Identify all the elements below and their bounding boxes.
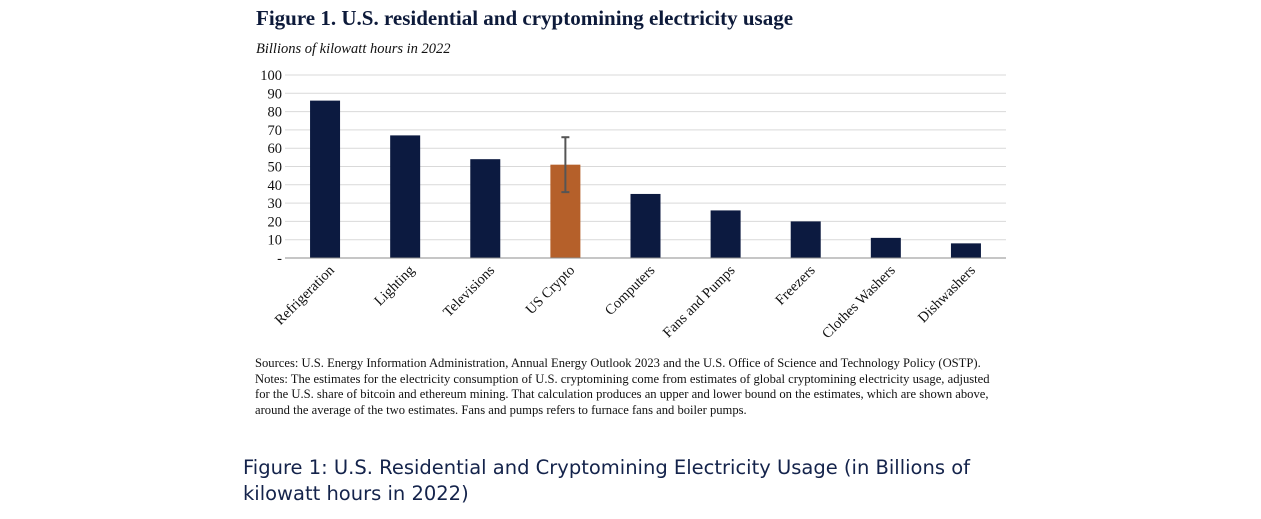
y-tick-label: 90: [268, 86, 283, 102]
y-tick-label: 10: [268, 233, 283, 249]
x-axis-labels: Refrigeration Lighting Televisions US Crypt…: [272, 262, 979, 342]
notes-text: Notes: The estimates for the electricity…: [255, 371, 990, 417]
bar-freezers: [790, 221, 821, 258]
bar-dishwashers: [950, 243, 981, 258]
bars: [310, 100, 981, 259]
y-tick-label: 20: [268, 214, 283, 230]
x-tick-label: US Crypto: [523, 263, 578, 318]
bar-lighting: [390, 135, 421, 258]
x-tick-label: Freezers: [773, 262, 819, 308]
chart-title: Figure 1. U.S. residential and cryptomin…: [256, 6, 794, 30]
bar-televisions: [470, 159, 501, 258]
bar-refrigeration: [310, 100, 341, 259]
bar-fans-and-pumps: [710, 210, 741, 258]
bar-chart: - 10 20 30 40 50 60 70 80 90 100 Refrigeration Ligh…: [260, 68, 1006, 342]
chart-subtitle: Billions of kilowatt hours in 2022: [256, 41, 451, 57]
x-tick-label: Refrigeration: [272, 262, 339, 329]
y-tick-label: 60: [268, 141, 283, 157]
figure-caption: Figure 1: U.S. Residential and Cryptomin…: [243, 456, 970, 505]
chart-notes: Sources: U.S. Energy Information Adminis…: [255, 356, 990, 418]
bar-computers: [630, 193, 661, 258]
sources-text: Sources: U.S. Energy Information Adminis…: [255, 356, 981, 370]
y-tick-label: 70: [268, 123, 283, 139]
y-axis-ticks: - 10 20 30 40 50 60 70 80 90 100: [260, 68, 282, 267]
y-tick-label: 100: [260, 68, 282, 84]
bar-clothes-washers: [870, 237, 901, 258]
x-tick-label: Televisions: [440, 262, 498, 320]
y-tick-label: 50: [268, 160, 283, 176]
y-tick-label: -: [277, 251, 282, 267]
y-tick-label: 40: [268, 178, 283, 194]
x-tick-label: Lighting: [371, 263, 418, 310]
x-tick-label: Clothes Washers: [819, 262, 899, 342]
x-tick-label: Dishwashers: [915, 262, 979, 326]
x-tick-label: Fans and Pumps: [660, 262, 739, 341]
error-bars: [561, 136, 570, 194]
x-tick-label: Computers: [602, 262, 659, 319]
y-tick-label: 80: [268, 105, 283, 121]
y-tick-label: 30: [268, 196, 283, 212]
